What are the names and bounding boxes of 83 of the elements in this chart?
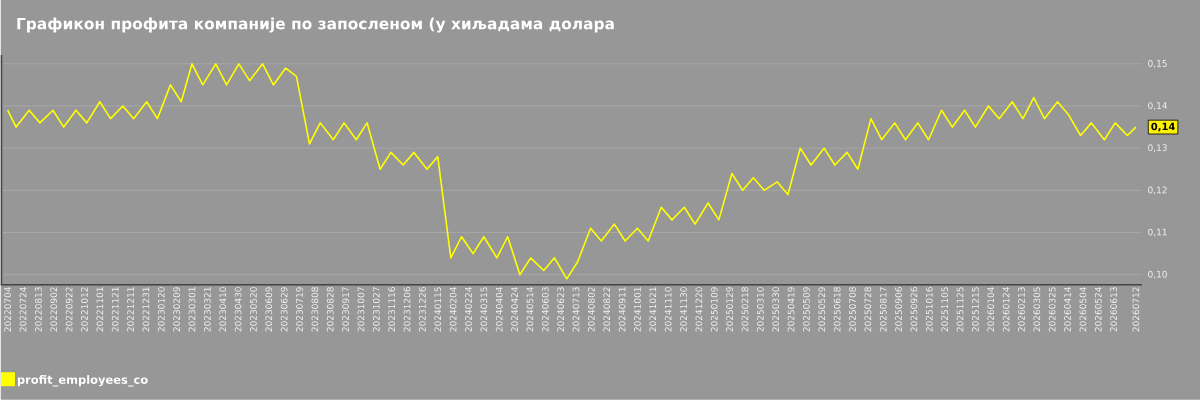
x-tick-label: 20241130 <box>680 287 687 332</box>
x-tick-label: 20241021 <box>649 287 657 332</box>
chart-title: Графикон профита компаније по запосленом (у хиљадама долара <box>17 17 614 33</box>
x-tick-label: 20221121 <box>111 287 119 332</box>
x-tick-label: 20221211 <box>127 287 134 332</box>
x-tick-label: 20240713 <box>572 287 580 332</box>
x-tick-label: 20240603 <box>541 287 549 332</box>
y-tick-label: 0,10 <box>1148 270 1167 279</box>
x-tick-label: 20240514 <box>526 287 534 332</box>
x-tick-label: 20230629 <box>280 287 288 332</box>
x-tick-label: 20250218 <box>741 287 749 332</box>
x-tick-label: 20241001 <box>634 287 641 332</box>
x-tick-label: 20220813 <box>34 287 42 332</box>
y-tick-label: 0,11 <box>1148 228 1167 237</box>
y-tick-label: 0,12 <box>1148 186 1167 195</box>
line-series <box>6 63 1137 280</box>
x-tick-label: 20240623 <box>557 287 565 332</box>
x-tick-label: 20240802 <box>587 287 595 332</box>
x-tick-label: 20260104 <box>987 287 995 332</box>
x-tick-label: 20250926 <box>910 287 918 332</box>
x-tick-label: 20221101 <box>96 287 104 332</box>
x-tick-label: 20221012 <box>81 287 88 332</box>
x-tick-label: 20250708 <box>849 287 856 332</box>
x-tick-label: 20250529 <box>818 287 826 332</box>
x-tick-label: 20251215 <box>971 287 979 332</box>
x-tick-label: 20230301 <box>188 287 196 332</box>
x-tick-label: 20230430 <box>234 287 242 332</box>
x-tick-label: 20221231 <box>142 287 150 332</box>
x-tick-label: 20250129 <box>726 287 733 332</box>
x-tick-label: 20230520 <box>250 287 257 332</box>
x-tick-label: 20240822 <box>603 287 611 332</box>
x-tick-label: 20240404 <box>495 287 503 332</box>
x-tick-label: 20241110 <box>664 287 672 332</box>
x-tick-label: 20230917 <box>342 287 349 332</box>
x-tick-label: 20240315 <box>480 287 488 332</box>
x-tick-label: 20260414 <box>1064 287 1071 332</box>
y-tick-label: 0,14 <box>1148 102 1167 110</box>
x-tick-label: 20251016 <box>925 287 933 332</box>
x-tick-label: 20231206 <box>403 287 411 332</box>
x-tick-label: 20220902 <box>50 287 58 332</box>
x-tick-label: 20250509 <box>803 287 810 332</box>
y-tick-label: 0,13 <box>1148 144 1167 153</box>
x-tick-label: 20250310 <box>756 287 764 332</box>
x-tick-label: 20230209 <box>173 287 181 332</box>
x-tick-label: 20250817 <box>879 287 887 332</box>
x-tick-label: 20250419 <box>787 287 795 332</box>
x-tick-label: 20220922 <box>65 287 73 332</box>
x-tick-label: 20250330 <box>772 287 780 332</box>
x-tick-label: 20260712 <box>1132 287 1140 332</box>
x-tick-label: 20251125 <box>956 287 964 332</box>
x-tick-label: 20260504 <box>1079 287 1087 332</box>
x-tick-label: 20251105 <box>941 287 949 332</box>
x-tick-label: 20260213 <box>1018 287 1025 332</box>
x-tick-label: 20260524 <box>1094 287 1102 332</box>
legend-label: profit_employees_co <box>17 375 148 387</box>
x-tick-label: 20260305 <box>1033 287 1041 332</box>
x-tick-label: 20230321 <box>203 287 211 332</box>
y-tick-label: 0,15 <box>1148 60 1167 68</box>
x-tick-label: 20240204 <box>449 287 457 332</box>
x-tick-label: 20250618 <box>833 287 841 332</box>
x-tick-label: 20260124 <box>1002 287 1010 332</box>
x-tick-label: 20230410 <box>219 287 227 332</box>
x-tick-label: 20240115 <box>434 287 442 332</box>
x-tick-label: 20231007 <box>357 287 365 332</box>
x-tick-label: 20220704 <box>4 287 12 332</box>
x-tick-label: 20241220 <box>695 287 703 332</box>
x-tick-label: 20230609 <box>265 287 273 332</box>
x-tick-label: 20230120 <box>157 287 165 332</box>
x-tick-label: 20220724 <box>19 287 27 332</box>
x-tick-label: 20230719 <box>296 287 303 332</box>
x-tick-label: 20240224 <box>465 287 472 332</box>
x-tick-label: 20260325 <box>1048 287 1056 332</box>
x-tick-label: 20231116 <box>388 287 396 332</box>
x-tick-label: 20250728 <box>864 287 872 332</box>
x-tick-label: 20260613 <box>1110 287 1118 332</box>
x-tick-label: 20240911 <box>618 287 626 332</box>
x-tick-label: 20250906 <box>895 287 902 332</box>
x-tick-label: 20230808 <box>311 287 319 332</box>
x-tick-label: 20250109 <box>710 287 718 332</box>
x-tick-label: 20240424 <box>511 287 518 332</box>
x-tick-label: 20230828 <box>326 287 334 332</box>
x-tick-label: 20231226 <box>419 287 426 332</box>
x-tick-label: 20231027 <box>372 287 380 332</box>
